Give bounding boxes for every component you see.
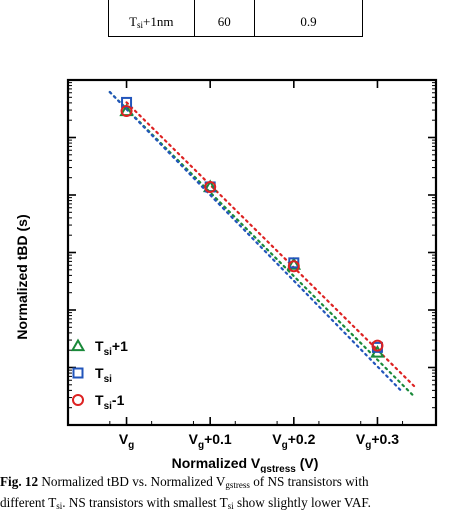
- x-axis-label: Normalized Vgstress (V): [172, 455, 319, 473]
- legend-marker-series-1: [70, 338, 86, 352]
- x-tick-label: Vg+0.3: [356, 431, 399, 451]
- fit-line-series-1: [108, 90, 417, 399]
- fit-line-series-3: [125, 101, 417, 389]
- data-point-series-1: [286, 257, 302, 270]
- legend-label-series-2: Tsi: [95, 365, 112, 385]
- figure-caption: Fig. 12 Normalized tBD vs. Normalized Vg…: [0, 473, 474, 515]
- y-axis-label: Normalized tBD (s): [14, 214, 30, 339]
- table-row: Tsi+1nm 60 0.9: [108, 0, 363, 37]
- chart: Tsi+1 Tsi Tsi-1 Vg Vg+0.1 Vg+0.2 Vg+0.3 Norma…: [14, 78, 438, 473]
- data-point-series-3: [120, 105, 133, 118]
- axes: [66, 78, 438, 427]
- data-markers: [119, 96, 385, 358]
- caption-fig-label: Fig. 12: [0, 474, 39, 489]
- table-cell-value-2: 0.9: [254, 0, 363, 37]
- fit-lines: [108, 90, 417, 399]
- fit-line-series-2: [108, 90, 404, 394]
- table-fragment: Tsi+1nm 60 0.9: [108, 0, 363, 37]
- data-point-series-3: [204, 180, 217, 193]
- legend: Tsi+1 Tsi Tsi-1: [70, 338, 128, 412]
- table-cell-label: Tsi+1nm: [108, 0, 195, 37]
- x-tick-label: Vg+0.1: [189, 431, 232, 451]
- legend-label-series-3: Tsi-1: [95, 392, 125, 412]
- caption-line-1: Fig. 12 Normalized tBD vs. Normalized Vg…: [0, 474, 369, 490]
- legend-marker-series-2: [72, 367, 84, 379]
- x-tick-labels: Vg Vg+0.1 Vg+0.2 Vg+0.3: [119, 431, 399, 451]
- caption-line-2: different Tsi. NS transistors with small…: [0, 495, 371, 511]
- legend-label-series-1: Tsi+1: [95, 338, 128, 358]
- data-point-series-3: [371, 339, 384, 352]
- x-tick-label: Vg: [119, 431, 134, 451]
- x-tick-label: Vg+0.2: [272, 431, 315, 451]
- plot-frame: [66, 78, 438, 427]
- data-point-series-3: [287, 260, 300, 273]
- legend-marker-series-3: [72, 394, 84, 406]
- table-cell-value-1: 60: [193, 0, 256, 37]
